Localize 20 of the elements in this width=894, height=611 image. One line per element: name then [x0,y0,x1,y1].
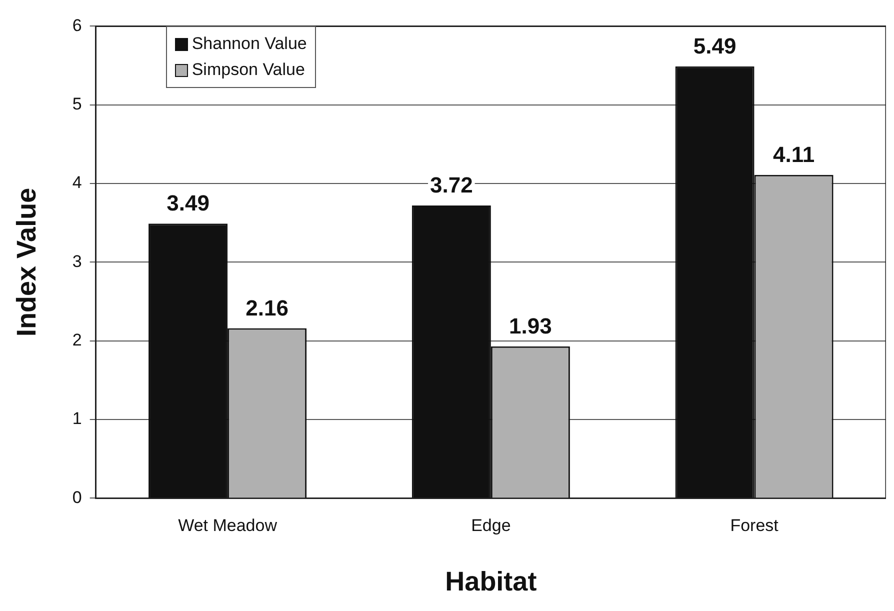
x-tick-label: Wet Meadow [178,516,278,536]
x-axis-title: Habitat [445,566,537,596]
y-tick-label: 1 [72,409,82,428]
x-tick-label: Edge [471,516,511,536]
y-tick-label: 4 [72,173,82,192]
y-axis-title: Index Value [12,188,42,336]
y-tick-label: 6 [72,16,82,35]
data-label: 4.11 [773,142,815,167]
data-label: 3.49 [166,190,210,216]
x-tick-label: Forest [730,516,779,536]
y-tick-label: 5 [72,94,82,114]
data-label: 1.93 [509,313,552,338]
legend-label: Simpson Value [192,59,305,82]
data-label: 5.49 [693,33,736,58]
y-tick-label: 3 [72,252,82,271]
y-tick-label: 2 [72,330,82,350]
legend-label: Shannon Value [192,33,307,56]
y-tick-label: 0 [72,488,82,507]
data-label: 2.16 [246,295,288,320]
data-label: 3.72 [430,172,473,198]
